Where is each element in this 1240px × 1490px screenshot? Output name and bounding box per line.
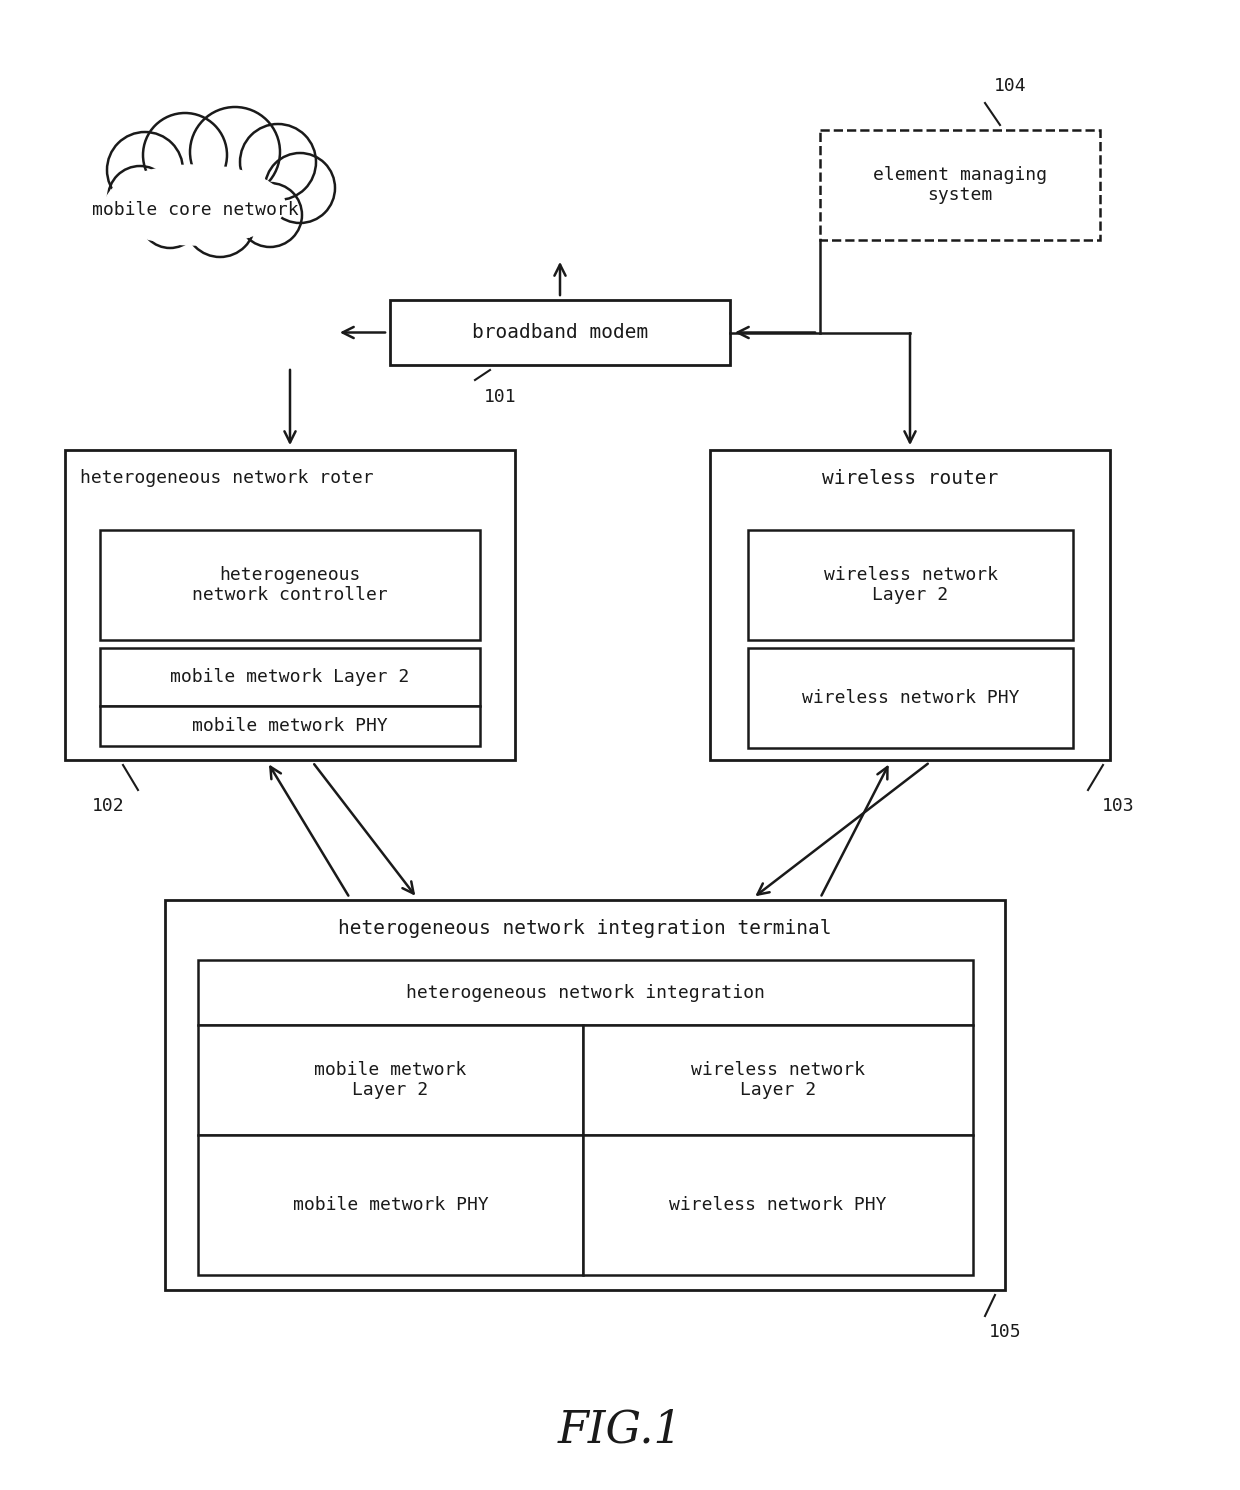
Bar [100, 648, 480, 706]
Circle shape [107, 133, 184, 209]
Text: 102: 102 [92, 797, 124, 815]
Bar [583, 1025, 973, 1135]
Bar [64, 450, 515, 760]
Circle shape [265, 153, 335, 224]
Bar [198, 1135, 583, 1275]
Text: wireless router: wireless router [822, 468, 998, 487]
Bar [748, 648, 1073, 748]
Text: mobile metwork PHY: mobile metwork PHY [293, 1196, 489, 1214]
Bar [198, 1025, 583, 1135]
Text: heterogeneous network integration terminal: heterogeneous network integration termin… [339, 918, 832, 937]
Text: heterogeneous
network controller: heterogeneous network controller [192, 566, 388, 605]
Text: heterogeneous network integration: heterogeneous network integration [405, 983, 765, 1001]
Bar [820, 130, 1100, 240]
Text: wireless network PHY: wireless network PHY [670, 1196, 887, 1214]
Text: wireless network PHY: wireless network PHY [802, 688, 1019, 706]
Text: mobile metwork Layer 2: mobile metwork Layer 2 [170, 668, 409, 685]
Ellipse shape [105, 165, 285, 244]
Circle shape [140, 188, 200, 247]
Text: broadband modem: broadband modem [472, 323, 649, 343]
Text: 104: 104 [993, 77, 1027, 95]
Text: 105: 105 [988, 1323, 1022, 1341]
Text: mobile core network: mobile core network [92, 201, 299, 219]
Text: element managing
system: element managing system [873, 165, 1047, 204]
Text: 101: 101 [484, 387, 516, 405]
Circle shape [143, 113, 227, 197]
Bar [583, 1135, 973, 1275]
Text: wireless network
Layer 2: wireless network Layer 2 [823, 566, 997, 605]
Text: wireless network
Layer 2: wireless network Layer 2 [691, 1061, 866, 1100]
Bar [391, 299, 730, 365]
Circle shape [190, 107, 280, 197]
Text: mobile metwork
Layer 2: mobile metwork Layer 2 [315, 1061, 466, 1100]
Circle shape [238, 183, 303, 247]
Bar [198, 960, 973, 1025]
Bar [165, 900, 1004, 1290]
Circle shape [108, 165, 172, 229]
Bar [100, 530, 480, 641]
Text: FIG.1: FIG.1 [558, 1408, 682, 1451]
Bar [711, 450, 1110, 760]
Text: 103: 103 [1101, 797, 1135, 815]
Bar [748, 530, 1073, 641]
Circle shape [185, 188, 255, 256]
Text: heterogeneous network roter: heterogeneous network roter [81, 469, 373, 487]
Bar [100, 706, 480, 746]
Circle shape [241, 124, 316, 200]
Text: mobile metwork PHY: mobile metwork PHY [192, 717, 388, 735]
